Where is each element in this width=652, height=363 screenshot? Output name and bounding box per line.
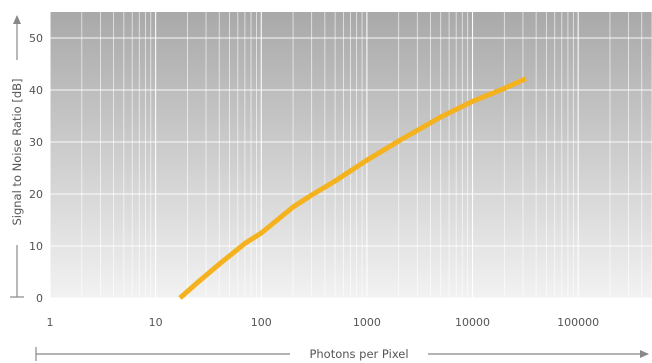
y-tick-label: 30: [29, 136, 43, 149]
x-tick-label: 100000: [557, 316, 599, 329]
y-tick-label: 0: [36, 292, 43, 305]
y-axis-title: Signal to Noise Ratio [dB]: [10, 78, 24, 225]
x-tick-label: 10: [149, 316, 163, 329]
series-layer: [178, 76, 527, 300]
x-tick-label: 1: [47, 316, 54, 329]
x-tick-labels: 1 10 100 1000 10000 100000: [47, 316, 600, 329]
y-tick-label: 50: [29, 32, 43, 45]
y-tick-label: 40: [29, 84, 43, 97]
series-line: [178, 76, 527, 300]
y-tick-label: 10: [29, 240, 43, 253]
x-tick-label: 10000: [455, 316, 490, 329]
x-tick-label: 100: [251, 316, 272, 329]
y-tick-labels: 0 10 20 30 40 50: [29, 32, 43, 305]
plot-background: [50, 12, 652, 298]
grid-lines: [49, 12, 652, 299]
x-axis-title: Photons per Pixel: [309, 347, 408, 361]
x-tick-label: 1000: [353, 316, 381, 329]
y-tick-label: 20: [29, 188, 43, 201]
